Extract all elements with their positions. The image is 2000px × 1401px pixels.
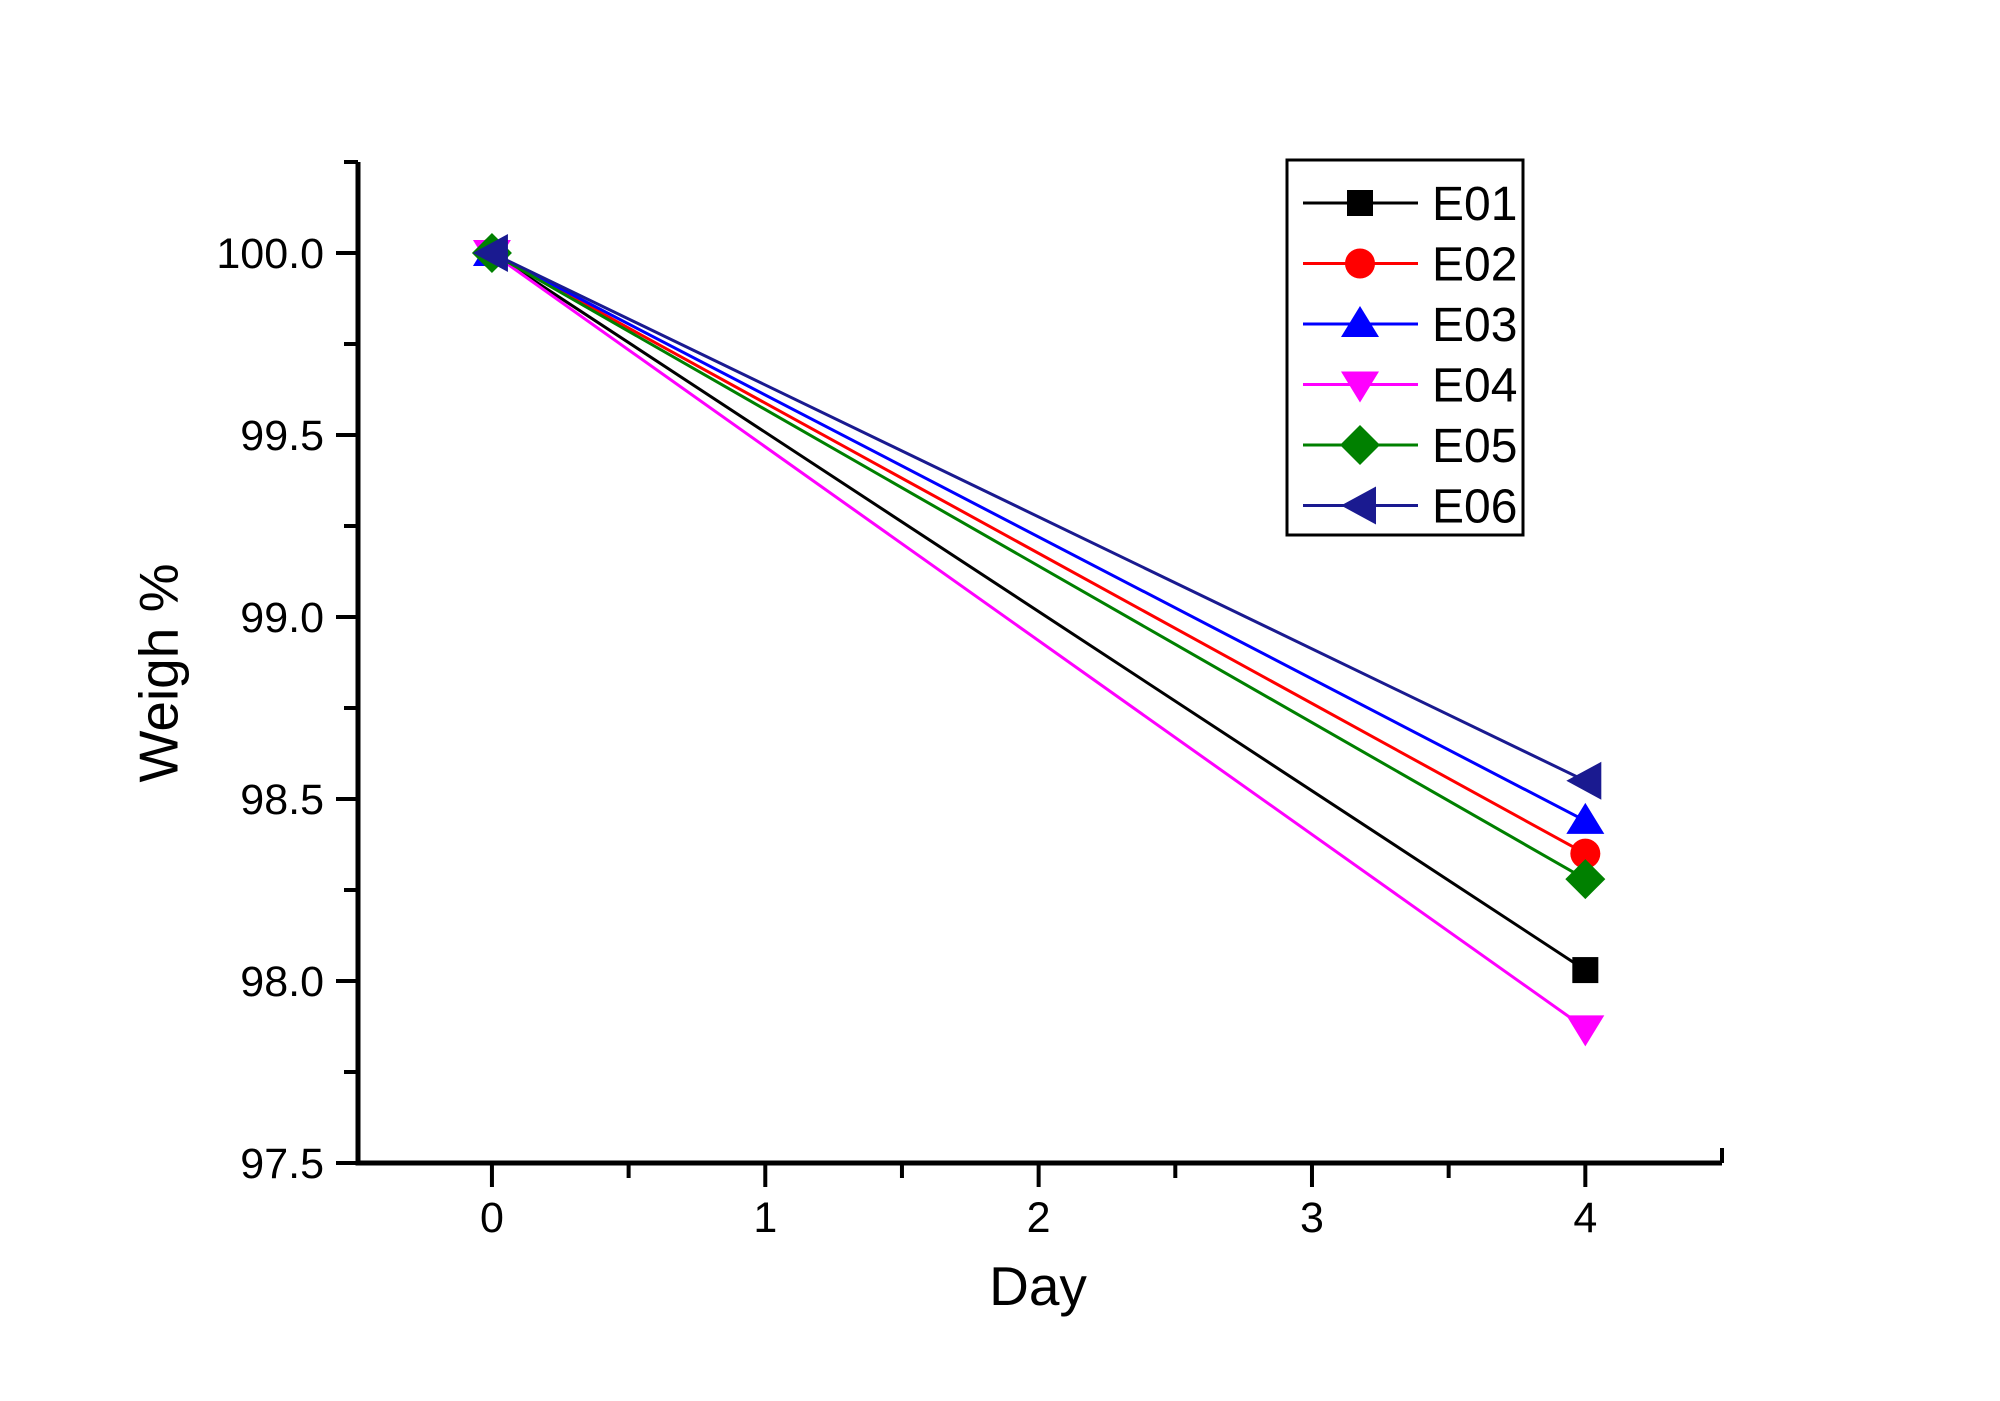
series-line-E02 (491, 251, 1587, 855)
y-tick-label: 99.5 (240, 412, 324, 460)
series-line-E05 (491, 251, 1587, 881)
y-tick-label: 97.5 (240, 1140, 324, 1188)
legend-marker-triangle-left-icon (1341, 486, 1376, 525)
x-axis-title: Day (989, 1255, 1087, 1317)
series-marker-E06 (472, 234, 508, 272)
y-axis-ticks: 97.5 98.0 98.5 99.0 99.5 100.0 (216, 160, 358, 1188)
legend-marker-circle-icon (1345, 248, 1375, 279)
legend-item-E04: E04 (1303, 359, 1517, 412)
legend-label: E03 (1432, 299, 1517, 352)
series-line-E01 (491, 251, 1587, 972)
legend-label: E04 (1432, 359, 1517, 412)
x-axis-ticks: 0 1 2 3 4 (480, 1148, 1724, 1242)
legend-item-E03: E03 (1303, 299, 1517, 352)
legend-marker-diamond-icon (1340, 425, 1380, 465)
series-marker-E06 (1566, 761, 1602, 800)
legend-label: E05 (1432, 420, 1517, 473)
x-tick-label: 4 (1573, 1194, 1597, 1242)
series-marker-E02 (1570, 838, 1601, 869)
legend-marker-triangle-up-icon (1341, 306, 1379, 337)
x-tick-label: 0 (480, 1194, 504, 1242)
series-E06 (472, 234, 1602, 800)
legend-label: E01 (1432, 178, 1517, 231)
y-tick-label: 100.0 (216, 230, 324, 278)
series-line-E03 (491, 251, 1587, 823)
y-tick-label: 98.5 (240, 776, 324, 824)
legend-item-E05: E05 (1303, 420, 1517, 473)
series-line-E04 (491, 251, 1587, 1030)
legend-marker-square-icon (1347, 190, 1373, 216)
legend-label: E02 (1432, 238, 1517, 291)
series-marker-E03 (1566, 802, 1605, 834)
legend: E01 E02 E03 E04 E05 E06 (1285, 158, 1525, 537)
legend-label: E06 (1432, 480, 1517, 533)
y-tick-label: 99.0 (240, 594, 324, 642)
x-tick-label: 2 (1027, 1194, 1051, 1242)
y-tick-label: 98.0 (240, 958, 324, 1006)
series-line-E06 (491, 251, 1586, 783)
y-axis-title: Weigh % (127, 563, 189, 782)
legend-marker-triangle-down-icon (1341, 371, 1379, 403)
legend-item-E06: E06 (1303, 480, 1517, 533)
series-marker-E04 (1566, 1015, 1605, 1047)
x-tick-label: 1 (753, 1194, 777, 1242)
legend-item-E01: E01 (1303, 178, 1517, 231)
legend-item-E02: E02 (1303, 238, 1517, 291)
series-marker-E05 (1565, 859, 1606, 900)
series-marker-E01 (1572, 957, 1599, 984)
legend-box (1285, 158, 1525, 537)
x-tick-label: 3 (1300, 1194, 1324, 1242)
